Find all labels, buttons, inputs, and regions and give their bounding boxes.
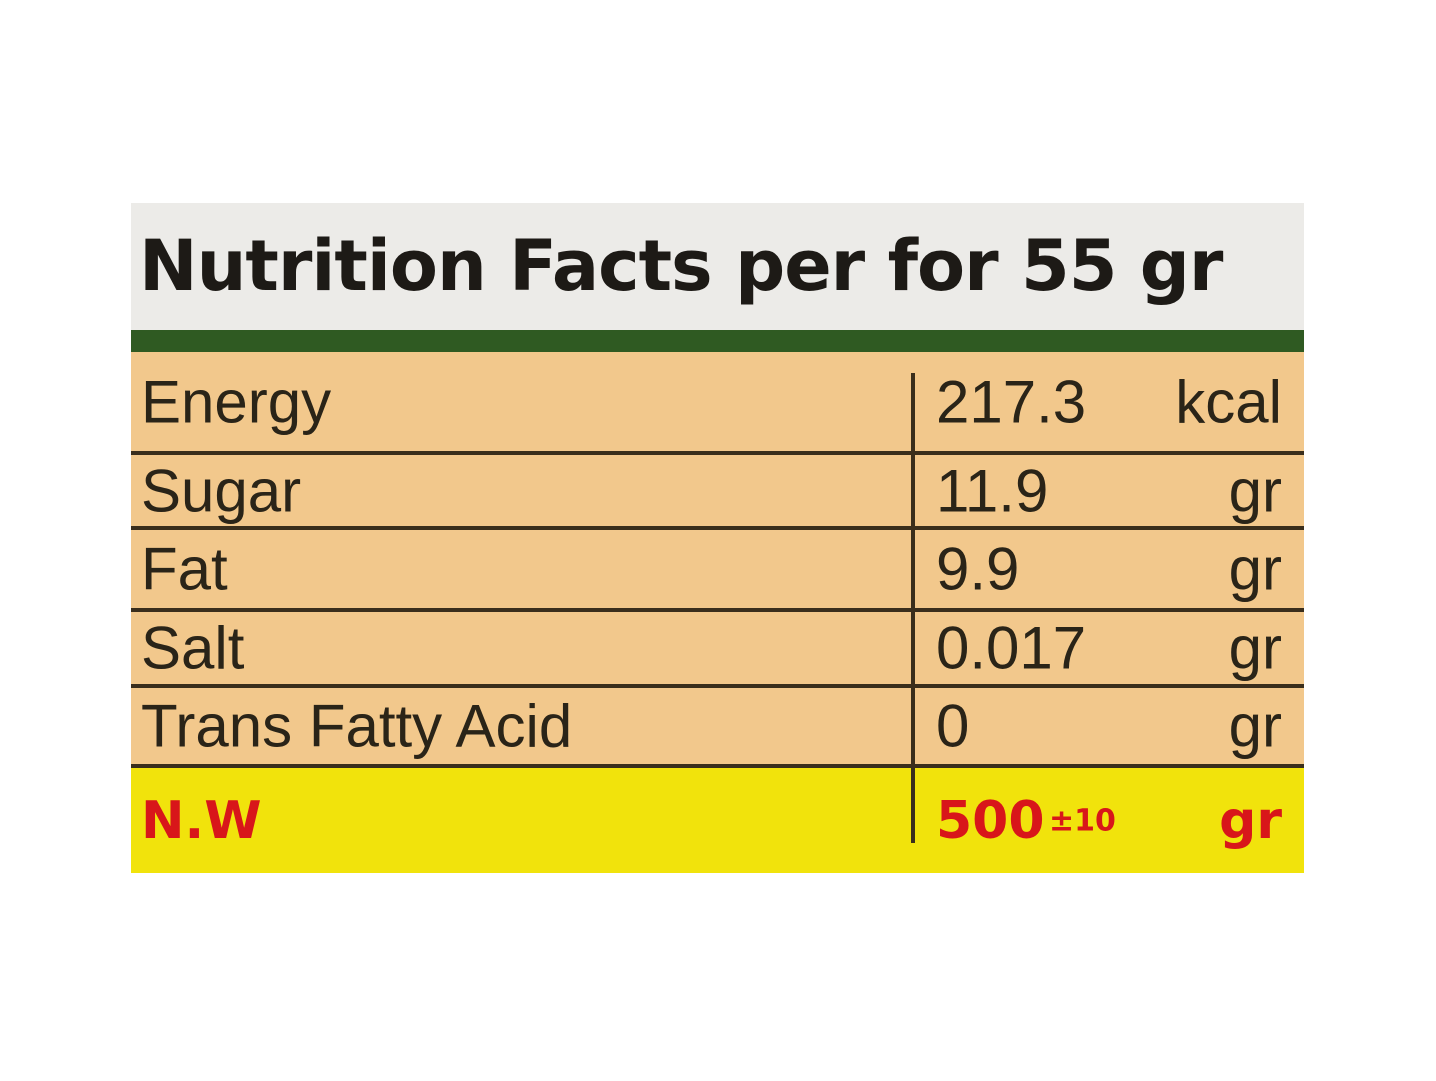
label-header: Nutrition Facts per for 55 gr — [131, 203, 1304, 330]
column-divider — [911, 373, 915, 843]
row-unit: gr — [1228, 535, 1282, 603]
nw-unit: gr — [1219, 790, 1282, 851]
row-unit: gr — [1228, 614, 1282, 682]
row-value: 11.9 — [936, 457, 1049, 524]
row-label: Trans Fatty Acid — [141, 692, 573, 760]
nw-label: N.W — [141, 790, 262, 851]
row-label: Fat — [141, 535, 228, 603]
table-row: Sugar 11.9 gr — [131, 455, 1304, 530]
table-row: Energy 217.3 kcal — [131, 352, 1304, 455]
table-row: Trans Fatty Acid 0 gr — [131, 688, 1304, 768]
row-unit: gr — [1228, 457, 1282, 524]
row-value: 0.017 — [936, 614, 1087, 682]
title: Nutrition Facts per for 55 gr — [139, 225, 1223, 307]
row-unit: kcal — [1175, 368, 1282, 435]
green-bar — [131, 330, 1304, 352]
nw-tolerance: ±10 — [1049, 803, 1116, 838]
row-label: Salt — [141, 614, 245, 682]
row-label: Energy — [141, 368, 332, 435]
row-value: 0 — [936, 692, 970, 760]
table-row: Fat 9.9 gr — [131, 530, 1304, 612]
row-unit: gr — [1228, 692, 1282, 760]
nutrition-label: Nutrition Facts per for 55 gr Energy 217.… — [131, 203, 1304, 873]
row-value: 217.3 — [936, 368, 1087, 435]
nw-value: 500 — [936, 790, 1045, 851]
table-row: Salt 0.017 gr — [131, 612, 1304, 688]
net-weight-row: N.W 500 ±10 gr — [131, 768, 1304, 873]
row-value: 9.9 — [936, 535, 1020, 603]
row-label: Sugar — [141, 457, 302, 524]
